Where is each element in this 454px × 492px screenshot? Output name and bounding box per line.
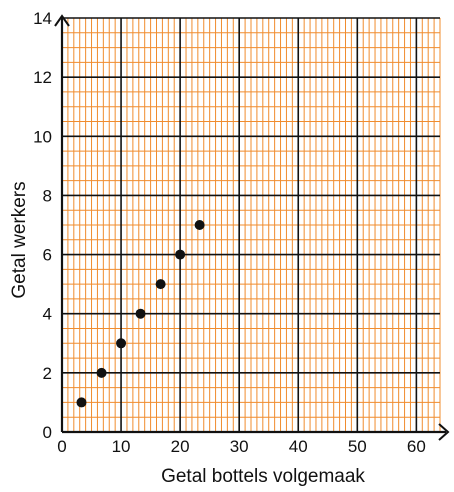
y-tick-label: 10 <box>33 127 52 146</box>
x-tick-label: 0 <box>57 437 66 456</box>
x-tick-label: 30 <box>230 437 249 456</box>
y-tick-label: 6 <box>43 246 52 265</box>
minor-grid <box>62 18 441 432</box>
data-point <box>175 249 186 260</box>
x-tick-label: 50 <box>348 437 367 456</box>
y-tick-label: 14 <box>33 9 52 28</box>
x-tick-label: 40 <box>289 437 308 456</box>
y-tick-labels: 0 2 4 6 8 10 12 14 <box>33 9 52 442</box>
y-tick-label: 12 <box>33 68 52 87</box>
y-tick-label: 2 <box>43 364 52 383</box>
data-point <box>194 220 205 230</box>
x-tick-label: 20 <box>171 437 190 456</box>
data-points <box>76 220 205 408</box>
y-axis-title: Getal werkers <box>9 181 30 298</box>
data-point <box>96 367 107 378</box>
x-tick-label: 10 <box>112 437 131 456</box>
x-axis-title: Getal bottels volgemaak <box>161 466 365 487</box>
x-axis-arrow <box>438 423 450 441</box>
y-tick-label: 4 <box>43 305 52 324</box>
x-tick-labels: 0 10 20 30 40 50 60 <box>57 437 426 456</box>
y-axis-arrow <box>54 14 70 27</box>
major-grid <box>62 17 440 432</box>
y-tick-label: 0 <box>43 423 52 442</box>
data-point <box>155 279 166 290</box>
data-point <box>76 397 87 408</box>
y-tick-label: 8 <box>43 186 52 205</box>
x-tick-label: 60 <box>407 437 426 456</box>
axes <box>54 14 450 441</box>
data-point <box>135 308 146 319</box>
data-point <box>116 338 127 349</box>
